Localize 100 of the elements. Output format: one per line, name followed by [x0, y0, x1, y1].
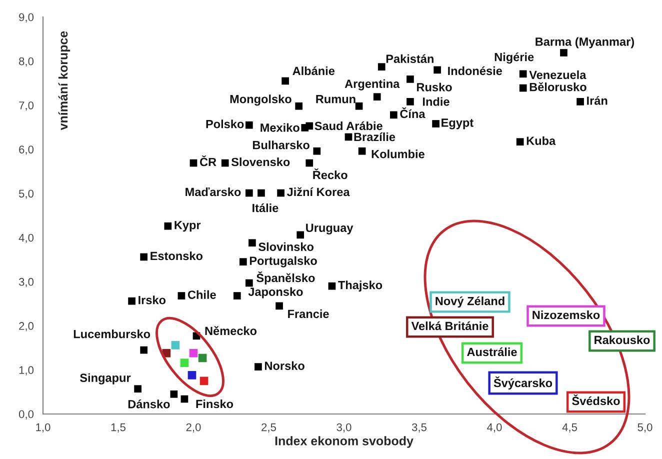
- point: [358, 147, 366, 155]
- annotation: Uruguay: [306, 224, 354, 234]
- annotation: Slovensko: [231, 158, 290, 166]
- y-tick-label: 7,0: [19, 101, 34, 111]
- annotation: Venezuela: [529, 70, 586, 80]
- annotation: Polsko: [206, 120, 244, 128]
- point: [328, 282, 336, 290]
- annotation: Kuba: [526, 136, 556, 146]
- y-tick-label: 2,0: [19, 322, 34, 332]
- annotation: Kypr: [174, 221, 201, 232]
- point: [390, 111, 398, 119]
- point: [277, 189, 284, 197]
- annotation: Švédsko: [572, 394, 620, 406]
- point: [221, 159, 229, 167]
- point: [432, 120, 440, 128]
- annotation: Indie: [423, 97, 450, 106]
- annotation: Maďarsko: [186, 187, 241, 196]
- point: [164, 222, 172, 230]
- y-tick-label: 9,0: [19, 13, 34, 22]
- x-tick-label: 5,0: [638, 423, 652, 432]
- point: [355, 102, 363, 110]
- point: [378, 63, 386, 71]
- x-tick-label: 1,0: [36, 423, 50, 432]
- annotation: Egypt: [442, 118, 474, 130]
- annotation: Čína: [400, 107, 426, 118]
- annotation: Brazílie: [354, 132, 396, 142]
- annotation: Německo: [205, 326, 257, 336]
- annotation: Irsko: [138, 296, 166, 304]
- point: [233, 292, 241, 300]
- y-axis-title: vnímání korupce: [58, 31, 70, 130]
- annotation: Mexiko: [260, 123, 300, 132]
- point: [282, 77, 289, 85]
- annotation: Slovinsko: [258, 242, 314, 252]
- point: [180, 358, 189, 367]
- x-tick-label: 3,0: [336, 423, 352, 432]
- annotation: Estonsko: [150, 251, 203, 260]
- point: [239, 258, 247, 266]
- annotation: Norsko: [265, 361, 304, 370]
- point: [140, 253, 148, 261]
- annotation: Kolumbie: [372, 150, 424, 158]
- x-tick-label: 4,0: [487, 423, 502, 432]
- annotation: Itálie: [252, 203, 278, 212]
- x-tick-label: 3,5: [412, 423, 427, 432]
- x-tick-label: 1,5: [111, 423, 126, 432]
- point: [246, 189, 253, 197]
- y-tick-label: 1,0: [19, 366, 34, 376]
- annotation: Jižní Korea: [286, 187, 350, 196]
- point: [373, 93, 381, 101]
- annotation: Japonsko: [248, 287, 303, 298]
- annotation: Albánie: [292, 66, 335, 76]
- point: [519, 84, 527, 92]
- point: [434, 66, 441, 74]
- annotation: Dánsko: [128, 400, 170, 408]
- point: [178, 292, 186, 300]
- annotation: Argentina: [344, 79, 400, 90]
- point: [246, 121, 253, 129]
- point: [313, 147, 321, 155]
- y-tick-label: 6,0: [19, 146, 34, 155]
- point: [258, 189, 265, 197]
- annotation: Pakistán: [386, 54, 434, 64]
- point: [246, 279, 253, 287]
- point: [180, 395, 188, 403]
- annotation: Švýcarsko: [494, 376, 552, 390]
- annotation: Barma (Myanmar): [536, 37, 634, 48]
- point: [254, 363, 262, 370]
- annotation: Francie: [288, 309, 329, 318]
- point: [128, 297, 136, 305]
- point: [295, 102, 303, 110]
- point: [190, 159, 198, 167]
- annotation: Velká Británie: [411, 321, 488, 330]
- annotation: Španělsko: [256, 271, 315, 285]
- point: [200, 376, 208, 386]
- y-tick-label: 3,0: [18, 278, 34, 288]
- point: [306, 159, 314, 167]
- annotation: Nizozemsko: [532, 310, 600, 320]
- x-axis-title: Index ekonom svobody: [275, 436, 414, 448]
- point: [189, 348, 198, 358]
- point: [576, 98, 584, 106]
- point: [516, 138, 524, 146]
- point: [134, 385, 142, 393]
- y-tick-label: 8,0: [19, 57, 34, 67]
- annotation: Chile: [188, 290, 216, 299]
- annotation: Řecko: [313, 168, 348, 180]
- annotation: Portugalsko: [250, 256, 317, 268]
- point: [171, 341, 180, 350]
- annotation: ČR: [200, 155, 216, 166]
- point: [344, 133, 352, 141]
- annotation: Finsko: [196, 400, 234, 408]
- annotation: Nigérie: [494, 52, 534, 64]
- point: [406, 98, 414, 106]
- annotation: Irán: [587, 96, 608, 105]
- x-tick-label: 2,0: [186, 423, 201, 432]
- y-tick-label: 4,0: [18, 234, 34, 244]
- y-tick-label: 5,0: [18, 190, 34, 199]
- point: [406, 76, 414, 83]
- annotation: Nový Zéland: [436, 296, 504, 308]
- annotation: Rumun: [316, 95, 356, 104]
- point: [140, 346, 148, 354]
- point: [198, 354, 207, 362]
- point: [560, 49, 568, 56]
